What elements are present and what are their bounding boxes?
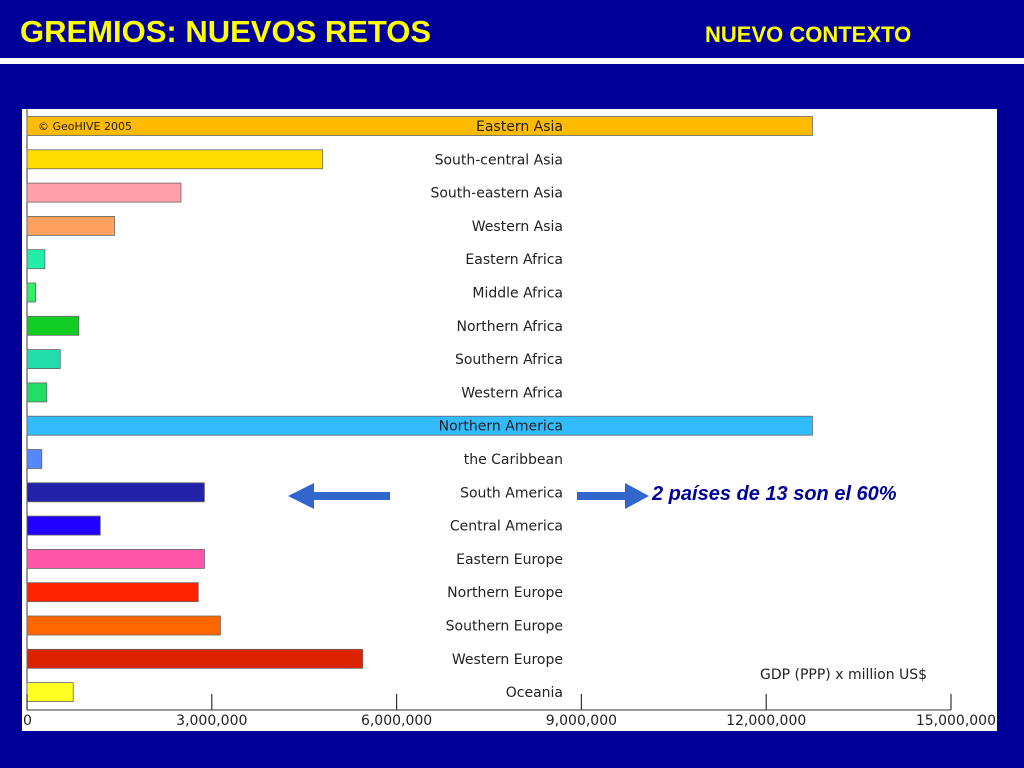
callout-text: 2 países de 13 son el 60% [652,483,897,505]
bar [26,116,813,136]
category-label: Northern America [439,419,563,435]
bar [26,515,101,536]
category-label: Southern Europe [446,619,563,635]
category-label: Western Africa [461,385,563,401]
category-label: Southern Africa [455,352,563,368]
bar [26,382,48,403]
category-label: Central America [450,519,563,535]
x-tick-label: 15,000,000 [916,713,996,729]
x-axis-label: GDP (PPP) x million US$ [760,667,927,683]
category-label: Western Asia [472,219,563,235]
bar [26,615,221,636]
bar [26,315,80,336]
gdp-bar-chart: Eastern Asia South-central Asia South-east… [23,109,996,729]
category-label: Eastern Europe [456,552,563,568]
bar [26,648,364,669]
category-label: Middle Africa [472,286,563,302]
bar [26,682,74,702]
x-tick-label: 6,000,000 [361,713,432,729]
right-arrow-icon [577,483,649,509]
copyright-label: © GeoHIVE 2005 [38,120,132,133]
category-label: the Caribbean [464,452,563,468]
category-label: South-central Asia [435,152,563,168]
x-tick-label: 12,000,000 [726,713,806,729]
category-label: Eastern Asia [476,119,563,135]
category-label: South America [460,485,563,501]
left-arrow-icon [288,483,390,509]
x-tick-label: 0 [23,713,32,729]
bar [26,182,182,203]
bar [26,216,115,236]
slide-title: GREMIOS: NUEVOS RETOS [20,14,432,49]
bar [26,449,43,469]
bar [26,415,813,436]
x-tick-label: 9,000,000 [546,713,617,729]
bar [26,282,37,303]
category-label: Northern Europe [447,585,563,601]
chart-panel: Eastern Asia South-central Asia South-east… [22,109,997,731]
category-label: Northern Africa [456,319,563,335]
bar [26,349,61,370]
x-tick-label: 3,000,000 [176,713,247,729]
category-label: Western Europe [452,652,563,668]
category-label: Eastern Africa [465,252,563,268]
category-label: South-eastern Asia [430,186,563,202]
title-divider [0,58,1024,64]
bar [26,548,205,569]
bar [26,582,199,603]
bar [26,149,324,170]
category-label: Oceania [506,685,563,701]
bar [26,249,46,270]
bar [26,482,205,503]
slide-subtitle: NUEVO CONTEXTO [705,22,912,47]
